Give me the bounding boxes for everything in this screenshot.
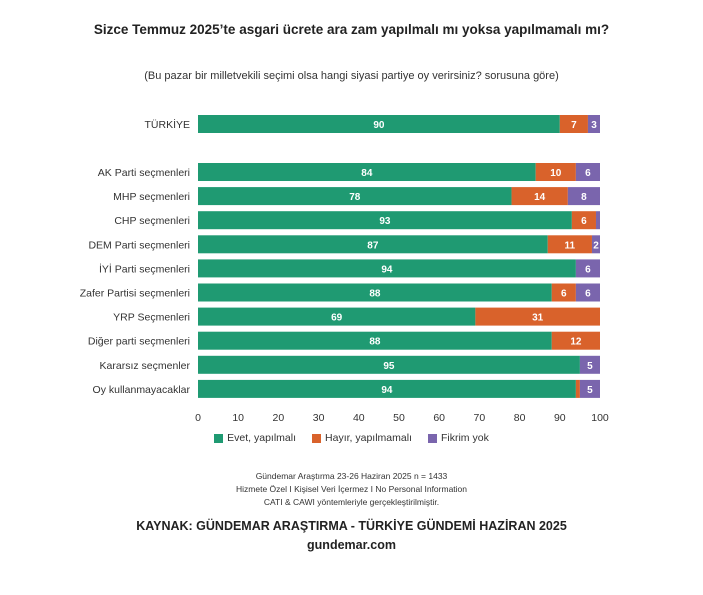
category-label: TÜRKİYE: [144, 118, 190, 131]
data-label: 90: [373, 120, 385, 131]
bar-evet-yap-lmal-8: [198, 331, 552, 350]
bar-evet-yap-lmal-6: [198, 283, 552, 302]
bar-evet-yap-lmal-2: [198, 187, 512, 206]
website: gundemar.com: [307, 538, 396, 552]
legend-item-fikrim: Fikrim yok: [427, 432, 489, 444]
data-label: 94: [381, 385, 393, 396]
x-tick-label: 30: [313, 412, 325, 424]
stacked-bar-chart: TÜRKİYE 90 7 3 AK Parti seçmenleri 84 10 6 MHP s…: [80, 115, 609, 424]
data-label: 78: [349, 192, 361, 203]
data-label: 6: [581, 216, 587, 227]
chart-subtitle: (Bu pazar bir milletvekili seçimi olsa h…: [144, 70, 559, 82]
data-label: 84: [361, 168, 373, 179]
legend-item-hayir: Hayır, yapılmamalı: [312, 432, 412, 444]
note-line: Hizmete Özel I Kişisel Veri İçermez I No…: [236, 484, 467, 494]
legend-label-evet: Evet, yapılmalı: [227, 432, 297, 444]
bar-fikrim-yok-6: [575, 283, 600, 302]
data-label: 5: [587, 361, 593, 372]
bar-evet-yap-lmal-7: [198, 307, 476, 326]
x-tick-label: 100: [591, 412, 609, 424]
bar-evet-yap-lmal-3: [198, 211, 572, 230]
legend-label-hayir: Hayır, yapılmamalı: [325, 432, 412, 444]
note-line: CATI & CAWI yöntemleriyle gerçekleştiril…: [263, 497, 440, 507]
data-label: 8: [581, 192, 587, 203]
category-label: Kararsız seçmenler: [100, 360, 191, 372]
bar-hay-r-yap-lmamal-8: [551, 331, 600, 350]
bar-evet-yap-lmal-4: [198, 235, 548, 254]
bar-fikrim-yok-2: [567, 187, 600, 206]
bar-fikrim-yok-0: [587, 115, 600, 133]
data-label: 12: [570, 337, 582, 348]
bar-hay-r-yap-lmamal-4: [547, 235, 592, 254]
bar-hay-r-yap-lmamal-2: [511, 187, 568, 206]
data-label: 6: [585, 168, 591, 179]
category-label: YRP Seçmenleri: [113, 312, 190, 324]
category-label: DEM Parti seçmenleri: [88, 239, 190, 251]
bar-fikrim-yok-5: [575, 259, 600, 278]
data-label: 88: [369, 289, 381, 300]
bar-fikrim-yok-1: [575, 163, 600, 181]
data-label: 93: [379, 216, 391, 227]
data-label: 87: [367, 240, 379, 251]
bar-evet-yap-lmal-1: [198, 163, 536, 181]
legend-swatch-hayir: [312, 433, 322, 443]
bar-hay-r-yap-lmamal-0: [559, 115, 588, 133]
bar-evet-yap-lmal-0: [198, 115, 560, 133]
chart-title: Sizce Temmuz 2025’te asgari ücrete ara z…: [93, 22, 610, 37]
bar-hay-r-yap-lmamal-1: [535, 163, 576, 181]
data-label: 7: [571, 120, 577, 131]
source-line: KAYNAK: GÜNDEMAR ARAŞTIRMA - TÜRKİYE GÜN…: [136, 519, 567, 533]
category-label: Oy kullanmayacaklar: [93, 384, 191, 396]
data-label: 88: [369, 337, 381, 348]
data-label: 6: [585, 264, 591, 275]
data-label: 14: [534, 192, 546, 203]
legend: Evet, yapılmalı Hayır, yapılmamalı Fikri…: [0, 432, 703, 444]
x-tick-label: 70: [474, 412, 486, 424]
data-label: 11: [565, 240, 576, 251]
legend-swatch-fikrim: [427, 433, 437, 443]
legend-label-fikrim: Fikrim yok: [440, 432, 489, 444]
bar-fikrim-yok-4: [591, 235, 600, 254]
data-label: 6: [561, 289, 567, 300]
x-tick-label: 50: [393, 412, 405, 424]
data-label: 6: [585, 289, 591, 300]
bar-hay-r-yap-lmamal-6: [551, 283, 576, 302]
bar-hay-r-yap-lmamal-3: [571, 211, 596, 230]
category-label: Zafer Partisi seçmenleri: [80, 288, 190, 300]
data-label: 94: [381, 264, 393, 275]
bar-fikrim-yok-9: [579, 355, 600, 374]
x-tick-label: 90: [554, 412, 566, 424]
bar-hay-r-yap-lmamal-7: [475, 307, 600, 326]
x-tick-label: 10: [232, 412, 244, 424]
x-tick-label: 0: [195, 412, 201, 424]
data-label: 10: [550, 168, 562, 179]
category-label: Diğer parti seçmenleri: [88, 336, 190, 348]
bar-evet-yap-lmal-9: [198, 355, 580, 374]
bar-evet-yap-lmal-10: [198, 379, 576, 398]
category-label: İYİ Parti seçmenleri: [99, 262, 190, 275]
bar-fikrim-yok-10: [579, 379, 600, 398]
data-label: 5: [587, 385, 593, 396]
x-tick-label: 40: [353, 412, 365, 424]
bar-fikrim-yok-3: [595, 211, 600, 230]
data-label: 31: [532, 313, 544, 324]
bar-evet-yap-lmal-5: [198, 259, 576, 278]
note-line: Gündemar Araştırma 23-26 Haziran 2025 n …: [255, 471, 448, 481]
category-label: CHP seçmenleri: [114, 215, 190, 227]
category-label: MHP seçmenleri: [113, 191, 190, 203]
legend-item-evet: Evet, yapılmalı: [214, 432, 296, 444]
methodology-notes: Gündemar Araştırma 23-26 Haziran 2025 n …: [0, 470, 703, 509]
data-label: 69: [331, 313, 343, 324]
x-tick-label: 80: [514, 412, 526, 424]
bar-hay-r-yap-lmamal-10: [575, 379, 580, 398]
x-tick-label: 20: [273, 412, 285, 424]
data-label: 95: [383, 361, 395, 372]
legend-swatch-evet: [214, 433, 224, 443]
data-label: 2: [593, 240, 599, 251]
data-label: 3: [591, 120, 597, 131]
category-label: AK Parti seçmenleri: [98, 167, 190, 179]
x-tick-label: 60: [433, 412, 445, 424]
